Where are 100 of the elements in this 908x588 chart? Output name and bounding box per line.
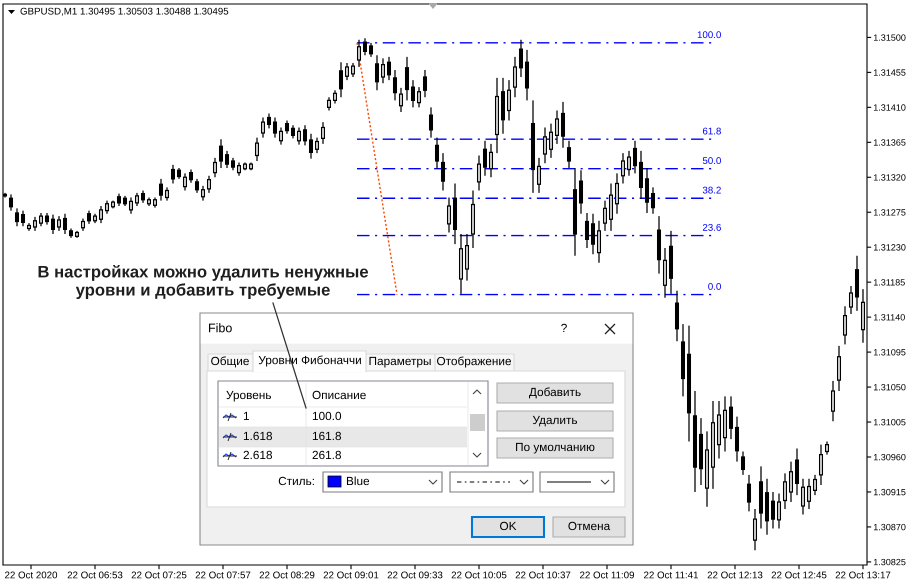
candlestick xyxy=(386,56,392,81)
candlestick xyxy=(38,212,44,227)
candlestick xyxy=(542,126,548,164)
candlestick xyxy=(602,200,608,232)
series-label: 50.0 xyxy=(702,157,721,164)
candlestick xyxy=(350,62,356,78)
candlestick xyxy=(134,192,140,207)
annotation: По умолчанию xyxy=(516,442,594,454)
x-tick-label: 22 Oct 13:17 xyxy=(836,572,890,578)
candlestick xyxy=(476,154,482,192)
candlestick xyxy=(764,478,770,536)
y-tick-label: 1.31320 xyxy=(874,174,906,181)
candlestick xyxy=(332,90,338,104)
annotation: 161.8 xyxy=(312,432,342,440)
candlestick xyxy=(824,440,830,456)
annotation: Общие xyxy=(211,356,249,368)
x-tick-label: 22 Oct 2020 xyxy=(5,572,58,578)
candlestick xyxy=(506,80,512,122)
candlestick xyxy=(98,205,104,224)
candlestick xyxy=(74,230,80,239)
y-tick-label: 1.30825 xyxy=(874,558,906,566)
candlestick xyxy=(800,478,806,516)
candlestick xyxy=(500,77,506,134)
x-tick-label: 22 Oct 10:05 xyxy=(452,572,506,578)
candlestick xyxy=(452,182,458,245)
candlestick xyxy=(314,137,320,154)
candlestick xyxy=(44,212,50,226)
candlestick xyxy=(320,121,326,144)
candlestick xyxy=(446,196,452,234)
text: Fibo xyxy=(209,323,232,332)
candlestick xyxy=(32,216,38,232)
candlestick xyxy=(182,172,188,192)
candlestick xyxy=(278,126,284,146)
annotation: 2.618 xyxy=(244,450,272,460)
series-label: 61.8 xyxy=(702,128,721,134)
candlestick xyxy=(692,390,698,493)
candlestick xyxy=(308,133,314,160)
candlestick xyxy=(746,474,752,512)
series-label: 23.6 xyxy=(702,224,721,231)
y-tick-label: 1.31050 xyxy=(874,384,906,390)
candlestick xyxy=(266,112,272,129)
candlestick xyxy=(608,182,614,232)
candlestick xyxy=(110,200,116,209)
candlestick xyxy=(440,152,446,192)
y-tick-label: 1.30915 xyxy=(874,488,906,496)
candlestick xyxy=(644,167,650,214)
x-tick-label: 22 Oct 12:13 xyxy=(708,572,762,578)
candlestick xyxy=(296,126,302,146)
candlestick xyxy=(290,124,296,140)
y-tick-label: 1.30870 xyxy=(874,524,906,530)
candlestick xyxy=(686,325,692,442)
candlestick xyxy=(248,162,254,171)
candlestick xyxy=(80,218,86,232)
chart-title: GBPUSD,M1 1.30495 1.30503 1.30488 1.30495 xyxy=(20,8,228,16)
series-label: 0.0 xyxy=(708,283,721,290)
candlestick xyxy=(650,186,656,214)
candlestick xyxy=(596,220,602,264)
annotation: Отображение xyxy=(437,356,512,368)
candlestick xyxy=(50,214,56,235)
annotation: Описание xyxy=(312,390,366,400)
candlestick xyxy=(842,306,848,345)
candlestick xyxy=(380,58,386,84)
candlestick xyxy=(548,123,554,158)
candlestick xyxy=(518,39,524,78)
candlestick xyxy=(188,168,194,184)
candlestick xyxy=(734,416,740,462)
candlestick xyxy=(422,69,428,98)
x-tick-label: 22 Oct 09:01 xyxy=(324,572,378,578)
annotation: 1.618 xyxy=(244,432,272,440)
candlestick xyxy=(374,54,380,91)
y-tick-label: 1.31185 xyxy=(874,279,905,286)
candlestick xyxy=(812,474,818,496)
y-tick-label: 1.31140 xyxy=(874,314,905,320)
annotation: Уровень xyxy=(226,390,271,402)
y-tick-label: 1.31005 xyxy=(874,419,906,426)
candlestick xyxy=(338,62,344,98)
candlestick xyxy=(368,42,374,58)
candlestick xyxy=(614,172,620,214)
candlestick xyxy=(8,194,14,212)
candlestick xyxy=(698,418,704,486)
candlestick xyxy=(674,290,680,342)
candlestick xyxy=(662,247,668,298)
candlestick xyxy=(92,213,98,224)
annotation: Стиль: xyxy=(278,476,314,486)
annotation: В настройках можно удалить ненужные уровни и добавить требуемые xyxy=(38,265,368,299)
candlestick xyxy=(572,167,578,256)
candlestick xyxy=(836,345,842,392)
candlestick xyxy=(362,38,368,56)
candlestick xyxy=(722,396,728,452)
x-tick-label: 22 Oct 11:09 xyxy=(580,572,634,578)
candlestick xyxy=(218,138,224,169)
candlestick xyxy=(164,186,170,202)
candlestick xyxy=(464,233,470,282)
y-tick-label: 1.31500 xyxy=(874,34,906,41)
candlestick xyxy=(638,150,644,200)
candlestick xyxy=(242,162,248,171)
candlestick xyxy=(704,430,710,508)
candlestick xyxy=(740,450,746,476)
candlestick xyxy=(776,492,782,530)
candlestick xyxy=(68,228,74,239)
